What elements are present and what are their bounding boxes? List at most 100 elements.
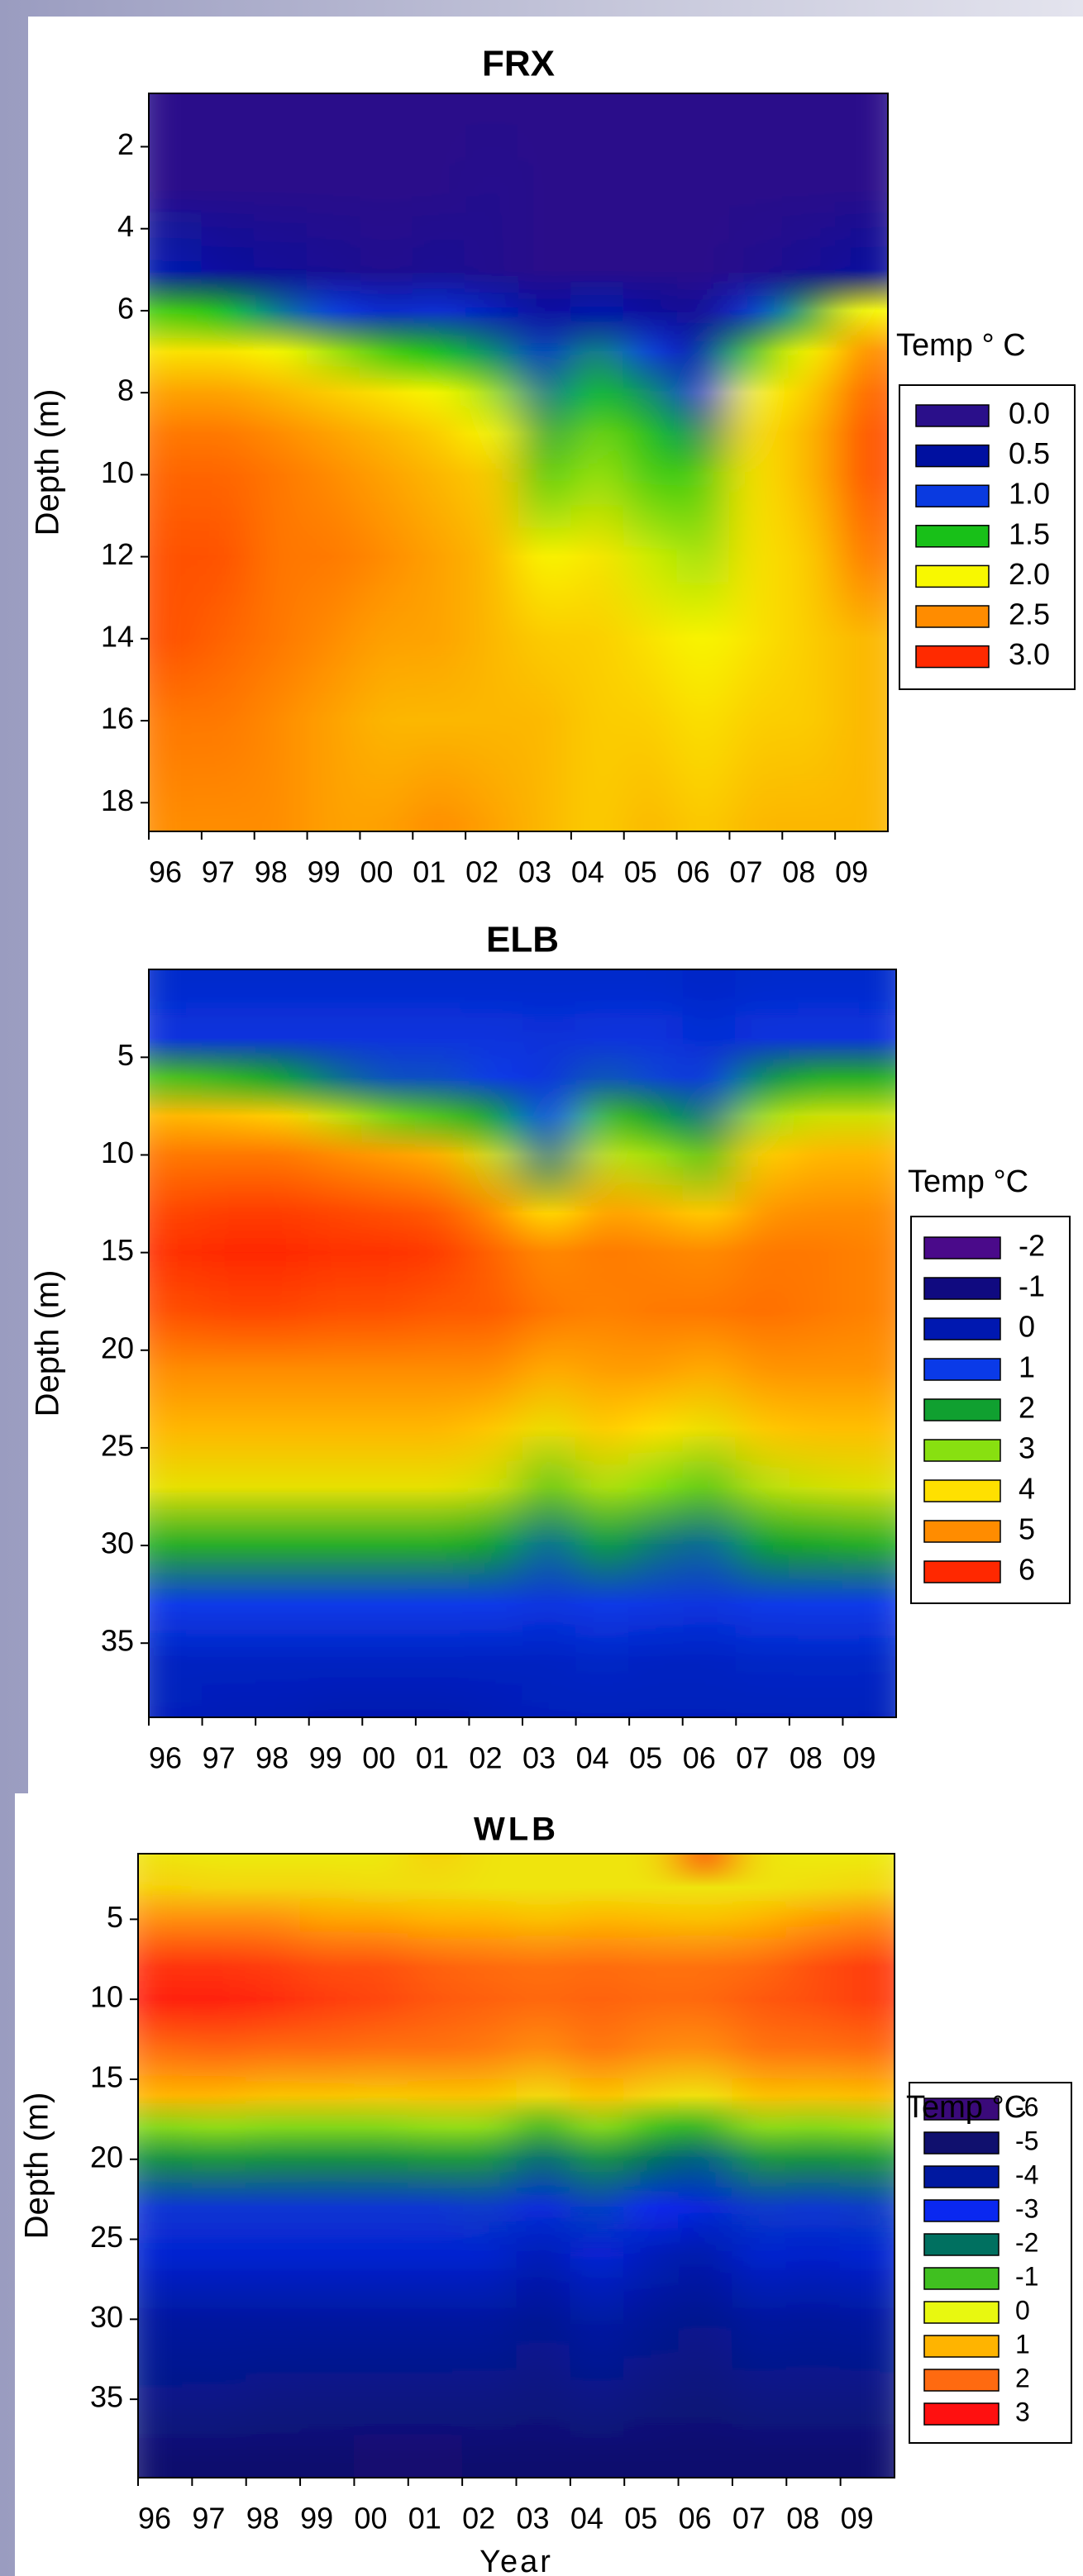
temperature-column — [468, 969, 523, 1717]
temperature-column — [299, 1854, 355, 2478]
legend-label: -2 — [1015, 2227, 1038, 2257]
legend-label: 1.5 — [1009, 517, 1050, 550]
y-tick-label: 12 — [101, 537, 134, 571]
legend-label: -3 — [1015, 2193, 1038, 2223]
temperature-column — [361, 969, 417, 1717]
y-axis-label: Depth (m) — [19, 2093, 55, 2240]
legend-label: 5 — [1019, 1512, 1035, 1546]
legend-label: 3 — [1019, 1431, 1035, 1465]
temperature-column — [149, 969, 203, 1717]
legend-label: 4 — [1019, 1472, 1035, 1506]
temperature-column — [682, 969, 737, 1717]
temperature-column — [191, 1854, 247, 2478]
x-tick-label: 05 — [629, 1741, 662, 1775]
legend-title: Temp °C — [908, 1164, 1028, 1199]
x-tick-label: 06 — [679, 2502, 712, 2536]
legend-label: -4 — [1015, 2159, 1038, 2189]
x-tick-label: 09 — [841, 2502, 874, 2536]
temperature-column — [570, 93, 625, 831]
temperature-column — [516, 1854, 571, 2478]
legend-swatch — [915, 444, 990, 468]
x-tick-label: 96 — [149, 1741, 182, 1775]
y-axis-label: Depth (m) — [30, 1270, 66, 1417]
legend-swatch — [923, 2402, 1000, 2426]
temperature-column — [518, 93, 572, 831]
legend-swatch — [923, 2369, 1000, 2392]
temperature-column — [353, 1854, 409, 2478]
x-tick-label: 02 — [462, 2502, 495, 2536]
legend-label: 6 — [1019, 1553, 1035, 1587]
legend-swatch — [923, 1358, 1001, 1381]
y-axis-label: Depth (m) — [30, 389, 66, 536]
x-tick-label: 00 — [354, 2502, 387, 2536]
legend-label: -5 — [1015, 2126, 1038, 2155]
y-tick-label: 10 — [90, 1980, 123, 2014]
temperature-column — [255, 969, 310, 1717]
x-tick-label: 99 — [300, 2502, 333, 2536]
y-tick-label: 2 — [117, 127, 134, 161]
legend-swatch — [923, 2199, 1000, 2222]
legend-swatch — [923, 2301, 1000, 2324]
y-tick-label: 16 — [101, 702, 134, 736]
y-tick-label: 18 — [101, 783, 134, 817]
temperature-column — [623, 93, 678, 831]
x-tick-label: 96 — [149, 855, 182, 889]
legend-swatch — [923, 2267, 1000, 2290]
x-tick-label: 08 — [786, 2502, 819, 2536]
contour-field — [149, 969, 896, 1717]
y-tick-label: 30 — [101, 1526, 134, 1560]
temperature-column — [412, 93, 466, 831]
temperature-column — [732, 1854, 787, 2478]
contour-columns — [149, 93, 888, 831]
x-axis-label: Year — [479, 2545, 553, 2576]
legend-title: Temp °C — [906, 2090, 1027, 2125]
x-tick-label: 97 — [202, 855, 235, 889]
contour-columns — [149, 969, 896, 1717]
y-tick-label: 6 — [117, 291, 134, 325]
temperature-column — [246, 1854, 301, 2478]
temperature-column — [465, 93, 519, 831]
x-tick-label: 09 — [835, 855, 868, 889]
x-tick-label: 04 — [570, 2502, 604, 2536]
x-tick-label: 03 — [522, 1741, 556, 1775]
temperature-column — [461, 1854, 517, 2478]
y-tick-label: 25 — [90, 2220, 123, 2254]
y-tick-label: 5 — [117, 1038, 134, 1072]
y-tick-label: 4 — [117, 209, 134, 243]
temperature-column — [628, 969, 684, 1717]
temperature-column — [735, 969, 790, 1717]
y-tick-label: 5 — [107, 1900, 123, 1934]
legend-swatch — [923, 1479, 1001, 1502]
legend-label: 1 — [1019, 1350, 1035, 1384]
legend-label: 0 — [1015, 2295, 1030, 2325]
legend-swatch — [923, 2335, 1000, 2358]
y-tick-label: 14 — [101, 619, 134, 653]
temperature-column — [522, 969, 577, 1717]
temperature-column — [840, 1854, 895, 2478]
legend-swatch — [923, 2233, 1000, 2256]
legend-label: -1 — [1019, 1269, 1045, 1303]
x-tick-label: 01 — [413, 855, 446, 889]
x-tick-label: 05 — [624, 2502, 657, 2536]
temperature-column — [307, 93, 360, 831]
legend-swatch — [915, 564, 990, 588]
temperature-column — [254, 93, 308, 831]
temperature-column — [834, 93, 888, 831]
legend-label: 1.0 — [1009, 477, 1050, 511]
chart-title: WLB — [474, 1812, 559, 1848]
y-tick-label: 15 — [101, 1233, 134, 1267]
legend-label: 2.0 — [1009, 557, 1050, 591]
x-tick-label: 04 — [576, 1741, 609, 1775]
x-tick-label: 07 — [729, 855, 762, 889]
temperature-column — [408, 1854, 463, 2478]
temperature-column — [781, 93, 836, 831]
contour-field — [149, 93, 888, 831]
x-tick-label: 01 — [408, 2502, 441, 2536]
legend-label: 2.5 — [1009, 598, 1050, 631]
x-tick-label: 09 — [842, 1741, 875, 1775]
legend-swatch — [915, 605, 990, 628]
legend-swatch — [923, 1277, 1001, 1300]
x-tick-label: 04 — [571, 855, 604, 889]
temperature-column — [789, 969, 843, 1717]
